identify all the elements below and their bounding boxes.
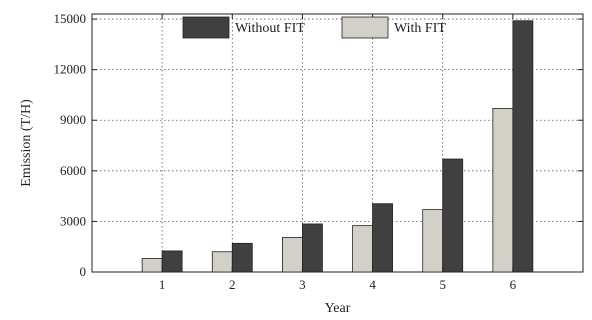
y-tick-label: 12000 <box>54 62 87 77</box>
bar-without-fit-5 <box>442 158 464 273</box>
y-tick-label: 0 <box>80 264 87 279</box>
legend: Without FIT With FIT <box>182 16 446 39</box>
y-tick-label: 9000 <box>60 112 86 127</box>
bar-with-fit-1 <box>141 258 163 273</box>
x-tick-label: 1 <box>159 277 166 292</box>
x-tick-label: 2 <box>229 277 236 292</box>
bar-without-fit-1 <box>161 250 183 273</box>
legend-swatch <box>341 16 389 39</box>
x-tick-label: 6 <box>510 277 517 292</box>
legend-label: With FIT <box>394 21 446 36</box>
bar-with-fit-3 <box>282 237 303 273</box>
y-axis-ticks: 0 3000 6000 9000 12000 15000 <box>54 11 583 279</box>
y-tick-label: 6000 <box>60 163 86 178</box>
bar-with-fit-2 <box>211 251 233 273</box>
legend-label: Without FIT <box>235 21 305 36</box>
bar-without-fit-6 <box>512 20 534 273</box>
legend-swatch <box>182 16 230 39</box>
x-axis-ticks: 1 2 3 4 5 6 <box>159 14 517 292</box>
y-tick-label: 15000 <box>54 11 87 26</box>
bar-with-fit-5 <box>422 209 444 273</box>
bars <box>141 20 534 273</box>
bar-with-fit-6 <box>492 108 514 273</box>
y-tick-label: 3000 <box>60 213 86 228</box>
bar-without-fit-2 <box>231 242 253 273</box>
x-tick-label: 3 <box>299 277 306 292</box>
x-axis-label: Year <box>325 301 351 316</box>
bar-without-fit-4 <box>372 203 393 273</box>
bar-without-fit-3 <box>302 223 323 273</box>
bar-with-fit-4 <box>352 225 373 273</box>
y-axis-label: Emission (T/H) <box>19 99 34 187</box>
x-tick-label: 4 <box>369 277 376 292</box>
x-tick-label: 5 <box>439 277 446 292</box>
